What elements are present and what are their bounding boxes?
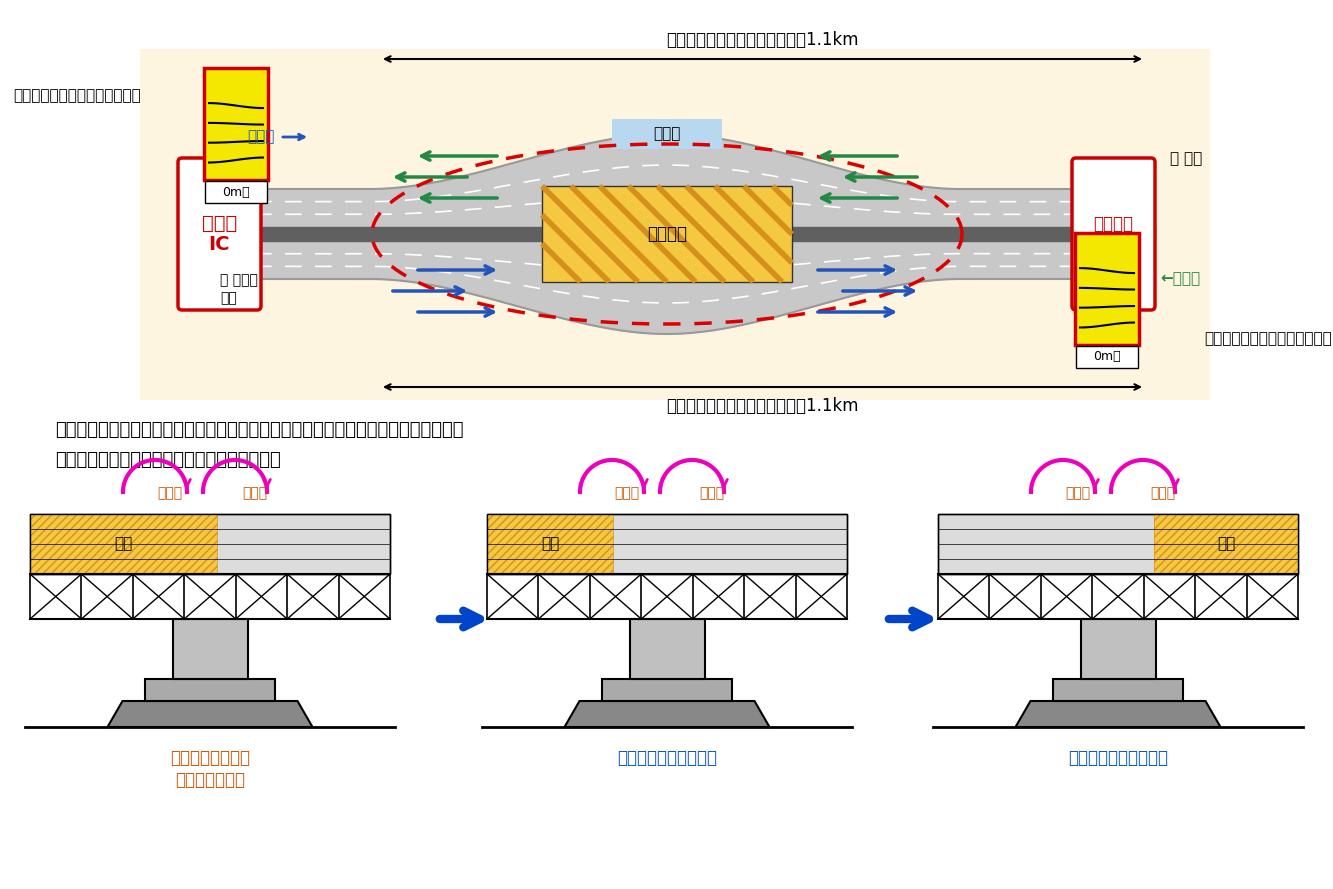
Bar [938, 514, 1298, 574]
Text: 上り線: 上り線 [1150, 486, 1176, 500]
Bar [31, 514, 217, 574]
Text: 0m先: 0m先 [1093, 350, 1121, 364]
Bar [487, 514, 613, 574]
Bar [938, 514, 1298, 574]
Text: 上り線: 上り線 [243, 486, 268, 500]
Polygon shape [195, 227, 1154, 241]
Polygon shape [195, 134, 1154, 334]
Bar [31, 514, 217, 574]
Bar [487, 514, 846, 574]
Polygon shape [108, 701, 312, 727]
Text: 下り線: 下り線 [1065, 486, 1090, 500]
Bar [543, 186, 792, 282]
Text: 下り線: 下り線 [615, 486, 640, 500]
Text: 国立府中
IC: 国立府中 IC [1093, 214, 1133, 253]
Bar [145, 679, 275, 701]
Bar [172, 619, 248, 679]
Text: 下り線の床版を取替え: 下り線の床版を取替え [617, 749, 717, 767]
Text: 多醨川: 多醨川 [653, 126, 681, 141]
Bar [140, 49, 1210, 400]
Bar [487, 514, 613, 574]
Text: （下り線）車線シフト延長：約1.1km: （下り線）車線シフト延長：約1.1km [666, 397, 858, 415]
Text: 標識（車線シフトのお知らせ）: 標識（車線シフトのお知らせ） [1204, 332, 1332, 347]
Bar [31, 514, 391, 574]
Text: 工事箇所: 工事箇所 [647, 225, 686, 243]
Polygon shape [564, 701, 769, 727]
Text: 移動に伴い、車線シフトの形態は変わります。: 移動に伴い、車線シフトの形態は変わります。 [55, 451, 281, 469]
FancyBboxPatch shape [204, 68, 268, 180]
Text: 至 名古屋
長野: 至 名古屋 長野 [220, 273, 257, 305]
Bar [487, 514, 846, 574]
Bar [612, 119, 722, 149]
FancyBboxPatch shape [1074, 233, 1138, 345]
Text: 至 東京: 至 東京 [1170, 151, 1202, 166]
Text: 工事: 工事 [115, 536, 133, 551]
Text: 追越車線で工事: 追越車線で工事 [175, 771, 245, 789]
Text: 工事: 工事 [541, 536, 559, 551]
Text: 工事: 工事 [1217, 536, 1236, 551]
Bar [1053, 679, 1182, 701]
Text: （上り線）車線シフト延長：約1.1km: （上り線）車線シフト延長：約1.1km [666, 31, 858, 49]
Bar [1081, 619, 1156, 679]
Text: 中央分離帯を拡幅: 中央分離帯を拡幅 [171, 749, 251, 767]
FancyBboxPatch shape [179, 158, 261, 310]
Bar [1154, 514, 1298, 574]
Bar [603, 679, 732, 701]
Text: 上り線の床版を取替え: 上り線の床版を取替え [1068, 749, 1168, 767]
FancyBboxPatch shape [1072, 158, 1154, 310]
Text: 上り線: 上り線 [247, 130, 275, 145]
Bar [1076, 346, 1138, 368]
Text: 標識（車線シフトのお知らせ）: 標識（車線シフトのお知らせ） [13, 89, 141, 103]
Bar [205, 181, 267, 203]
Text: 上り線: 上り線 [700, 486, 725, 500]
Text: 八王子
IC: 八王子 IC [201, 213, 237, 254]
Bar [31, 514, 391, 574]
Text: 上図は追越車線（中央分離帯侧）で工事をおこなう場合のイメージです。工事箇所の: 上図は追越車線（中央分離帯侧）で工事をおこなう場合のイメージです。工事箇所の [55, 421, 464, 439]
Polygon shape [1016, 701, 1221, 727]
Bar [629, 619, 705, 679]
Text: ←下り線: ←下り線 [1160, 271, 1200, 286]
Bar [1154, 514, 1298, 574]
Text: 下り線: 下り線 [157, 486, 183, 500]
Text: 0m先: 0m先 [223, 186, 249, 198]
